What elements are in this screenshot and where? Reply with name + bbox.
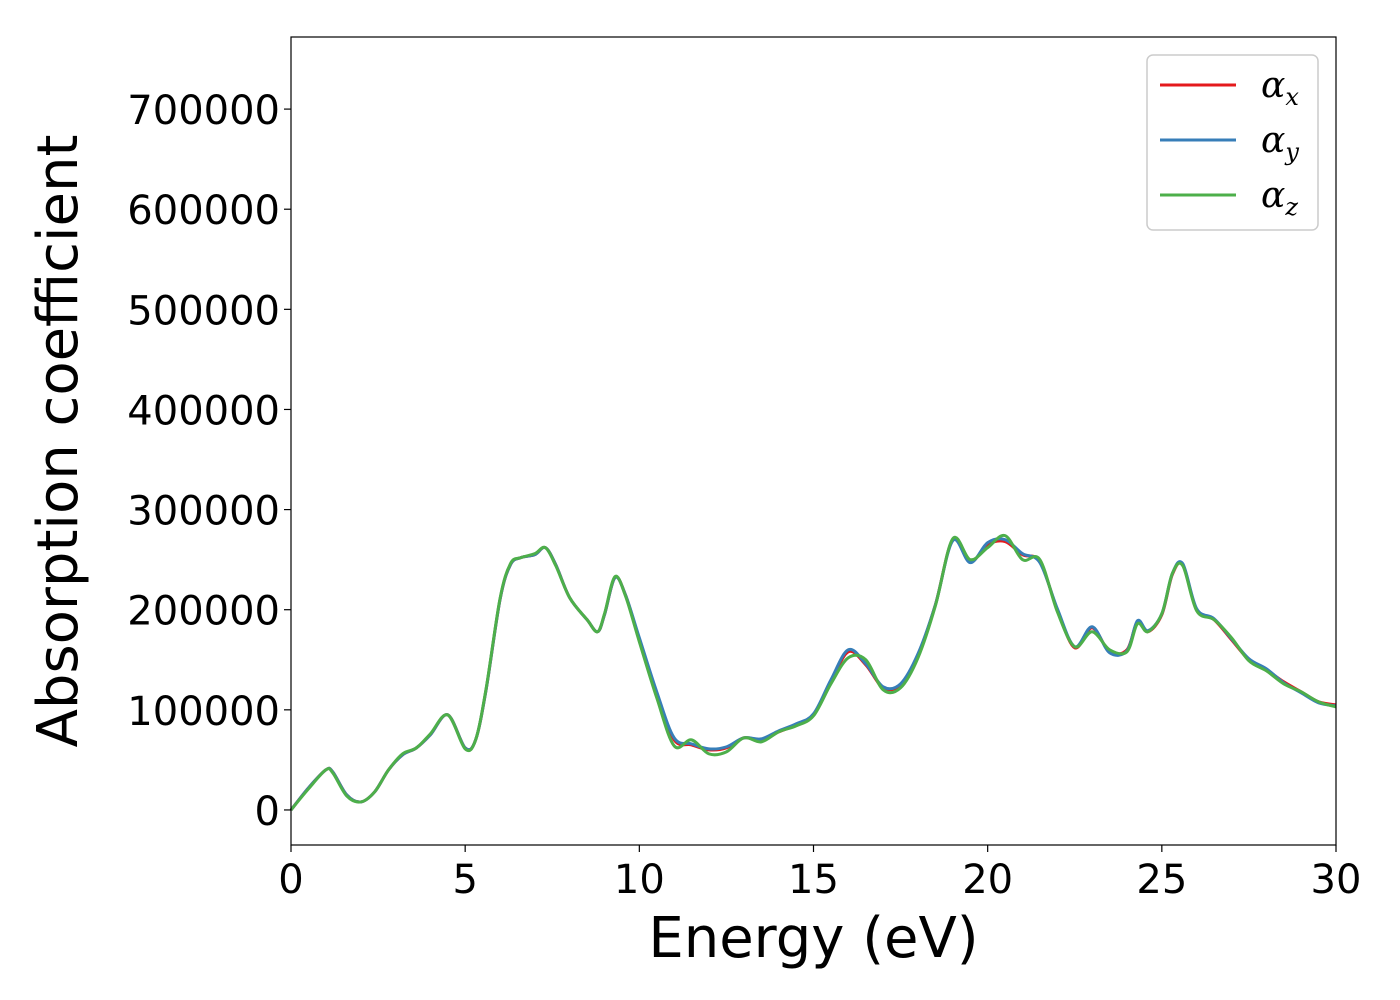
x-axis-label: Energy (eV) xyxy=(648,906,978,971)
legend-box xyxy=(1146,54,1319,231)
x-tick-label: 10 xyxy=(614,857,665,903)
series-line-x xyxy=(289,536,1337,811)
y-tick-label: 200000 xyxy=(127,589,280,635)
series-line-z xyxy=(289,533,1337,811)
legend-label-x: αx xyxy=(1261,65,1299,111)
y-axis: 0 100000 200000 300000 400000 500000 600000 700… xyxy=(127,88,291,835)
x-axis: 0 5 10 15 20 25 30 xyxy=(278,845,1361,903)
legend-label-y: αy xyxy=(1261,120,1299,166)
y-tick-label: 300000 xyxy=(127,489,280,535)
x-tick-label: 30 xyxy=(1311,857,1362,903)
x-tick-label: 25 xyxy=(1136,857,1187,903)
y-axis-label: Absorption coefficient xyxy=(26,135,91,748)
y-tick-label: 600000 xyxy=(127,188,280,234)
series-line-y xyxy=(289,537,1337,811)
y-tick-label: 100000 xyxy=(127,689,280,735)
y-tick-label: 400000 xyxy=(127,388,280,434)
y-tick-label: 500000 xyxy=(127,288,280,334)
legend-label-z: αz xyxy=(1261,175,1298,221)
x-tick-label: 0 xyxy=(278,857,303,903)
x-tick-label: 5 xyxy=(452,857,477,903)
y-tick-label: 700000 xyxy=(127,88,280,134)
x-tick-label: 15 xyxy=(788,857,839,903)
series-lines xyxy=(289,533,1337,811)
x-tick-label: 20 xyxy=(962,857,1013,903)
legend: αx αy αz xyxy=(1146,54,1319,231)
y-tick-label: 0 xyxy=(255,789,280,835)
